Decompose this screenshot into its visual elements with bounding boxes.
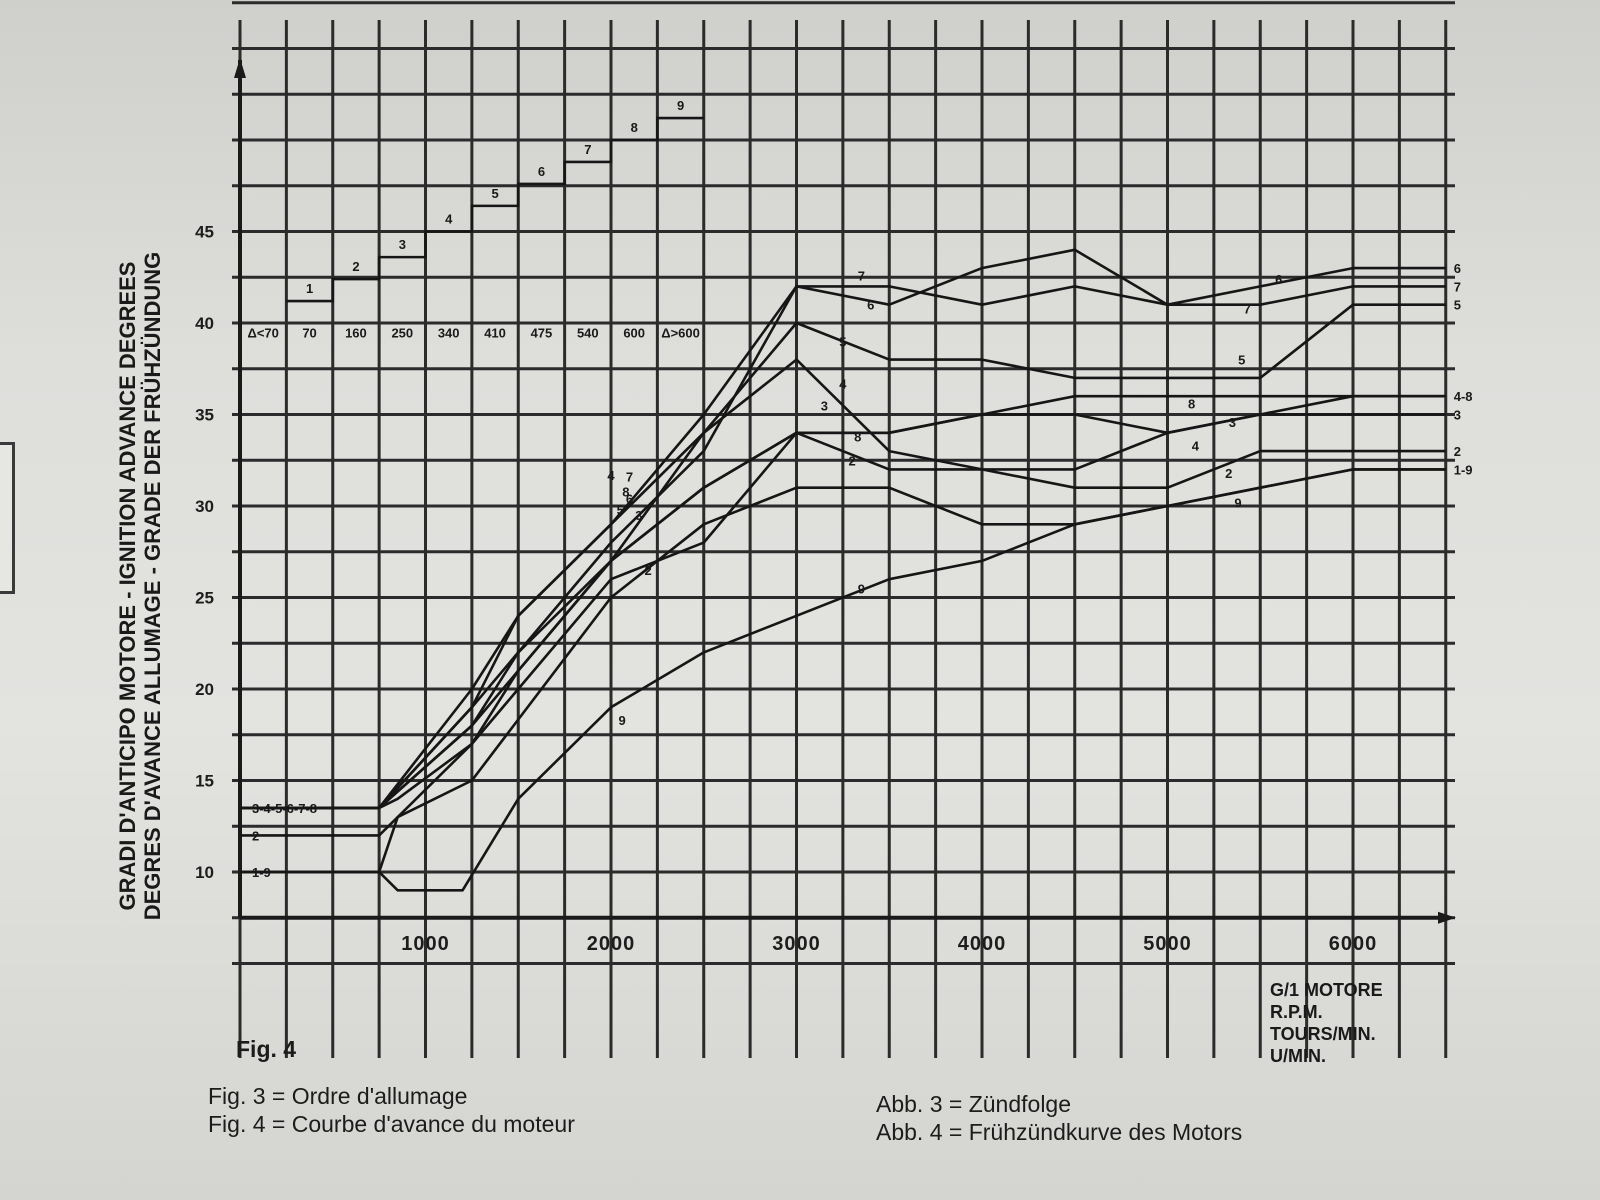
range-label: 340 — [438, 326, 460, 341]
range-label: Δ>600 — [661, 326, 700, 341]
series-marker-label: 2 — [644, 563, 651, 578]
series-marker-label: 9 — [1234, 495, 1241, 510]
idle-advance-labels: 3-4-5-6-7-821-9 — [252, 801, 317, 880]
caption-right: Abb. 3 = Zündfolge Abb. 4 = Frühzündkurv… — [876, 1090, 1242, 1146]
range-label: 475 — [531, 326, 553, 341]
series-marker-label: 3 — [1229, 415, 1236, 430]
figure-label: Fig. 4 — [236, 1036, 297, 1062]
series-end-label: 7 — [1454, 279, 1461, 294]
series-marker-label: 7 — [626, 470, 633, 485]
step-annotation: 1 2 3 4 5 6 7 8 9 Δ<70 70 160 250 340 410 475 540 600 Δ>60… — [247, 98, 704, 341]
series-end-label: 2 — [1454, 444, 1461, 459]
series-marker-label: 5 — [839, 334, 846, 349]
x-tick-label: 1000 — [401, 933, 450, 955]
y-tick-label: 45 — [195, 223, 214, 242]
x-axis-title-line: G/1 MOTORE — [1270, 980, 1383, 1000]
series-marker-label: 3 — [821, 398, 828, 413]
y-axis-title-line: DEGRES D'AVANCE ALLUMAGE - GRADE DER FRÜ… — [140, 252, 165, 921]
range-label: 600 — [623, 326, 645, 341]
range-label: 540 — [577, 326, 599, 341]
step-label: 8 — [631, 120, 638, 135]
step-label: 5 — [491, 186, 498, 201]
y-tick-label: 10 — [195, 863, 214, 882]
series-end-label: 3 — [1454, 408, 1461, 423]
y-tick-label: 40 — [195, 314, 214, 333]
series-marker-label: 4 — [839, 376, 847, 391]
y-axis-title-line: GRADI D'ANTICIPO MOTORE - IGNITION ADVAN… — [115, 262, 140, 911]
series-marker-label: 8 — [622, 484, 629, 499]
x-tick-label: 6000 — [1329, 933, 1378, 955]
series-line-2 — [240, 431, 1446, 837]
series-marker-label: 9 — [619, 713, 626, 728]
series-line-8 — [240, 394, 1446, 810]
caption-right-line-2: Abb. 4 = Frühzündkurve des Motors — [876, 1119, 1243, 1145]
range-label: Δ<70 — [247, 326, 278, 341]
x-axis-title-line: TOURS/MIN. — [1270, 1024, 1376, 1044]
x-axis-title-line: R.P.M. — [1270, 1002, 1323, 1022]
series-marker-label: 2 — [849, 453, 856, 468]
step-label: 3 — [399, 237, 406, 252]
x-tick-label: 5000 — [1143, 933, 1192, 955]
series-line-9 — [240, 468, 1446, 892]
y-tick-label: 25 — [195, 589, 214, 608]
caption-left-line-2: Fig. 4 = Courbe d'avance du moteur — [208, 1111, 575, 1137]
series-marker-label: 5 — [617, 503, 624, 518]
series-line-6 — [240, 248, 1446, 810]
step-label: 4 — [445, 212, 453, 227]
axis-labels: GRADI D'ANTICIPO MOTORE - IGNITION ADVAN… — [115, 252, 1383, 1066]
series-end-label: 6 — [1454, 261, 1461, 276]
series-end-label: 1-9 — [1454, 462, 1473, 477]
x-axis-title-line: U/MIN. — [1270, 1046, 1326, 1066]
caption-left: Fig. 3 = Ordre d'allumage Fig. 4 = Courb… — [208, 1082, 575, 1138]
series-marker-label: 4 — [1192, 439, 1200, 454]
series-end-label: 5 — [1454, 298, 1461, 313]
series-end-label: 4-8 — [1454, 389, 1473, 404]
caption-left-line-1: Fig. 3 = Ordre d'allumage — [208, 1083, 468, 1109]
series-line-4 — [240, 358, 1446, 810]
range-label: 160 — [345, 326, 367, 341]
range-label: 250 — [391, 326, 413, 341]
series-marker-label: 5 — [1238, 353, 1245, 368]
series-marker-label: 6 — [1275, 272, 1282, 287]
range-label: 70 — [302, 326, 316, 341]
window-edge-tab — [0, 442, 15, 594]
series-marker-label: 8 — [854, 429, 861, 444]
series-line-5 — [240, 303, 1446, 810]
x-tick-label: 2000 — [587, 933, 636, 955]
series-marker-label: 9 — [858, 581, 865, 596]
caption-right-line-1: Abb. 3 = Zündfolge — [876, 1091, 1072, 1117]
x-tick-label: 3000 — [772, 933, 821, 955]
y-tick-label: 15 — [195, 772, 214, 791]
range-label: 410 — [484, 326, 506, 341]
step-label: 7 — [584, 142, 591, 157]
series-marker-label: 7 — [1244, 301, 1251, 316]
step-label: 1 — [306, 281, 313, 296]
step-label: 9 — [677, 98, 684, 113]
series-marker-label: 7 — [858, 268, 865, 283]
y-axis-arrow — [234, 58, 246, 78]
step-staircase-line — [286, 116, 704, 303]
x-axis-arrow — [1438, 911, 1456, 924]
series-line-7 — [240, 285, 1446, 810]
series-marker-label: 6 — [626, 492, 633, 507]
y-tick-label: 20 — [195, 680, 214, 699]
grid-layer — [232, 1, 1455, 1058]
series-marker-label: 8 — [1188, 397, 1195, 412]
x-tick-label: 4000 — [958, 933, 1007, 955]
series-marker-label: 2 — [1225, 466, 1232, 481]
series-marker-label: 6 — [867, 298, 874, 313]
series-marker-label: 4 — [607, 468, 615, 483]
y-tick-label: 35 — [195, 406, 214, 425]
y-tick-label: 30 — [195, 497, 214, 516]
step-label: 2 — [352, 259, 359, 274]
step-label: 6 — [538, 164, 545, 179]
